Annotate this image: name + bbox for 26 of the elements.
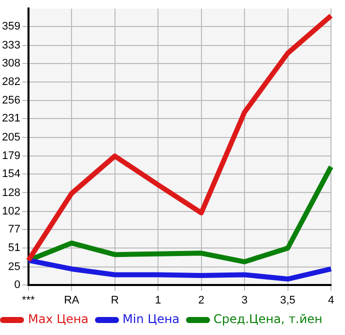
- y-tick-label: 205: [2, 131, 20, 144]
- x-tick-label: 3: [241, 294, 248, 306]
- x-tick-label: ***: [22, 294, 36, 306]
- y-tick-label: 51: [8, 242, 20, 254]
- y-tick-label: 308: [2, 57, 20, 70]
- y-tick-label: 77: [8, 223, 20, 236]
- y-tick-label: 128: [2, 186, 20, 199]
- y-tick-label: 256: [2, 94, 20, 107]
- x-tick-label: R: [110, 294, 119, 306]
- y-tick-label: 102: [2, 205, 20, 218]
- x-tick-label: 4: [328, 294, 334, 306]
- y-tick-label: 359: [2, 20, 20, 33]
- y-tick-label: 282: [2, 76, 20, 88]
- legend-label: Min Цена: [122, 312, 180, 326]
- legend-label: Сред.Цена, т.йен: [212, 312, 322, 326]
- x-tick-label: 2: [198, 294, 204, 306]
- y-tick-label: 333: [2, 39, 20, 52]
- legend-label: Max Цена: [27, 312, 89, 326]
- y-tick-label: 231: [2, 112, 20, 125]
- y-tick-label: 179: [2, 150, 20, 162]
- y-tick-label: 25: [8, 260, 20, 273]
- x-tick-label: RA: [64, 294, 80, 306]
- y-tick-label: 154: [2, 168, 20, 180]
- x-tick-label: 1: [154, 294, 162, 306]
- x-tick-label: 3,5: [280, 294, 296, 306]
- y-tick-label: 0: [14, 278, 20, 291]
